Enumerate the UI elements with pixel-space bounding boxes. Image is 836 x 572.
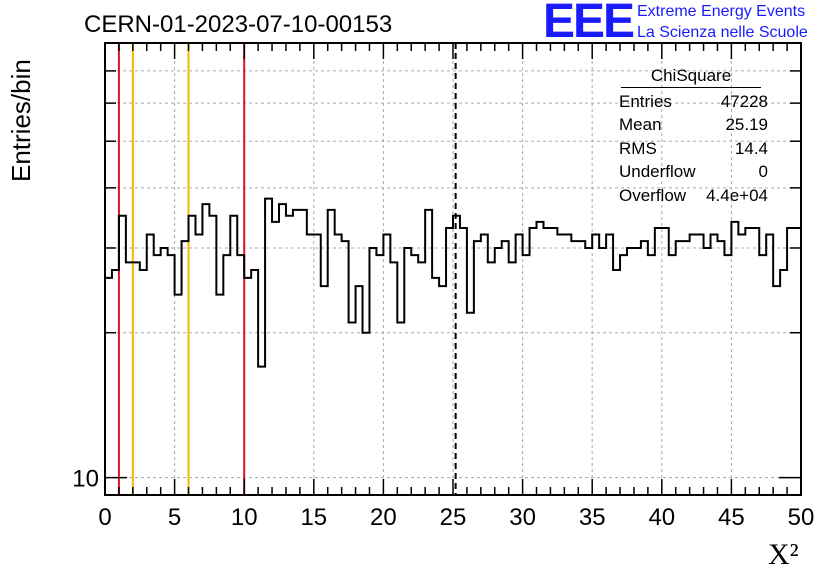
- stats-label: RMS: [619, 138, 657, 158]
- stats-row-underflow: Underflow 0: [611, 160, 771, 183]
- stats-label: Underflow: [619, 162, 696, 182]
- histogram-outline: [105, 197, 801, 368]
- stats-row-mean: Mean 25.19: [611, 113, 771, 136]
- stats-value: 4.4e+04: [706, 185, 768, 205]
- x-tick-label: 20: [370, 504, 397, 531]
- x-tick-label: 0: [98, 504, 111, 531]
- y-axis-label: Entries/bin: [6, 59, 36, 182]
- y-tick-label: 10: [72, 466, 99, 493]
- stats-row-overflow: Overflow 4.4e+04: [611, 184, 771, 207]
- stats-box: ChiSquare Entries 47228 Mean 25.19 RMS 14.4…: [611, 66, 771, 207]
- grid-lines: [105, 43, 801, 495]
- x-tick-label: 35: [579, 504, 606, 531]
- stats-label: Overflow: [619, 185, 687, 205]
- x-tick-label: 25: [440, 504, 467, 531]
- x-tick-label: 10: [231, 504, 258, 531]
- x-tick-label: 40: [648, 504, 675, 531]
- eee-logo: EEE: [543, 0, 635, 48]
- stats-value: 47228: [720, 92, 768, 111]
- axis-tick-labels: 0 5 10 15 20 25 30 35 40 45 50 10: [72, 466, 814, 531]
- x-tick-label: 5: [168, 504, 181, 531]
- brand-line-1: Extreme Energy Events: [637, 3, 806, 20]
- stats-box-title: ChiSquare: [621, 66, 761, 88]
- stats-label: Mean: [619, 115, 662, 135]
- stats-row-entries: Entries 47228: [611, 90, 771, 113]
- x-tick-label: 45: [718, 504, 745, 531]
- x-tick-label: 15: [300, 504, 327, 531]
- x-tick-label: 30: [509, 504, 536, 531]
- stats-row-rms: RMS 14.4: [611, 137, 771, 160]
- x-tick-label: 50: [788, 504, 815, 531]
- x-axis-label-text: X²: [768, 538, 799, 571]
- x-axis-label: X²: [768, 538, 799, 572]
- stats-label: Entries: [619, 92, 672, 111]
- brand-line-2: La Scienza nelle Scuole: [637, 24, 808, 41]
- stats-value: 25.19: [725, 115, 768, 135]
- stats-value: 0: [758, 162, 768, 182]
- chart-title: CERN-01-2023-07-10-00153: [84, 11, 393, 38]
- axis-ticks: [104, 42, 802, 495]
- stats-value: 14.4: [734, 138, 768, 158]
